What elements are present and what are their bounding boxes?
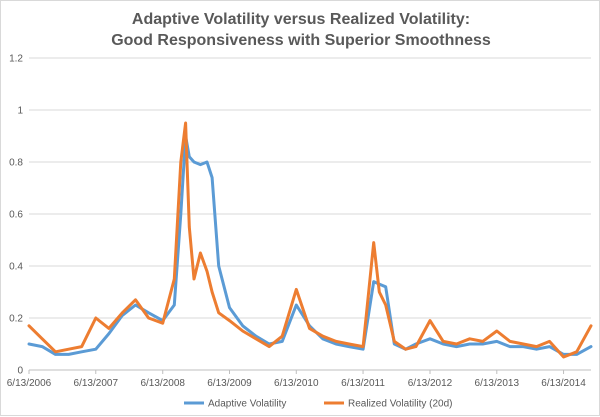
y-tick-label: 0 xyxy=(17,366,23,377)
x-tick-label: 6/13/2011 xyxy=(341,378,385,389)
series-realized-volatility-line xyxy=(27,121,593,359)
y-tick-label: 1.2 xyxy=(9,54,23,65)
x-tick-label: 6/13/2012 xyxy=(408,378,453,389)
y-tick-label: 0.8 xyxy=(9,158,23,169)
y-tick-label: 0.6 xyxy=(9,210,23,221)
chart-title-line1: Adaptive Volatility versus Realized Vola… xyxy=(131,11,471,28)
x-tick-label: 6/13/2013 xyxy=(475,378,520,389)
y-tick-label: 0.4 xyxy=(9,262,23,273)
legend-label: Realized Volatility (20d) xyxy=(348,399,453,410)
chart-subtitle: Good Responsiveness with Superior Smooth… xyxy=(111,32,491,49)
series-adaptive-volatility-line xyxy=(27,134,593,356)
x-tick-label: 6/13/2010 xyxy=(274,378,319,389)
x-tick-label: 6/13/2014 xyxy=(541,378,586,389)
legend-label: Adaptive Volatility xyxy=(208,399,286,410)
y-tick-label: 0.2 xyxy=(9,314,23,325)
chart-title: Adaptive Volatility versus Realized Vola… xyxy=(1,9,600,51)
y-tick-label: 1 xyxy=(17,106,23,117)
x-tick-label: 6/13/2006 xyxy=(7,378,52,389)
x-tick-label: 6/13/2009 xyxy=(207,378,252,389)
x-tick-label: 6/13/2008 xyxy=(140,378,185,389)
x-tick-label: 6/13/2007 xyxy=(74,378,119,389)
